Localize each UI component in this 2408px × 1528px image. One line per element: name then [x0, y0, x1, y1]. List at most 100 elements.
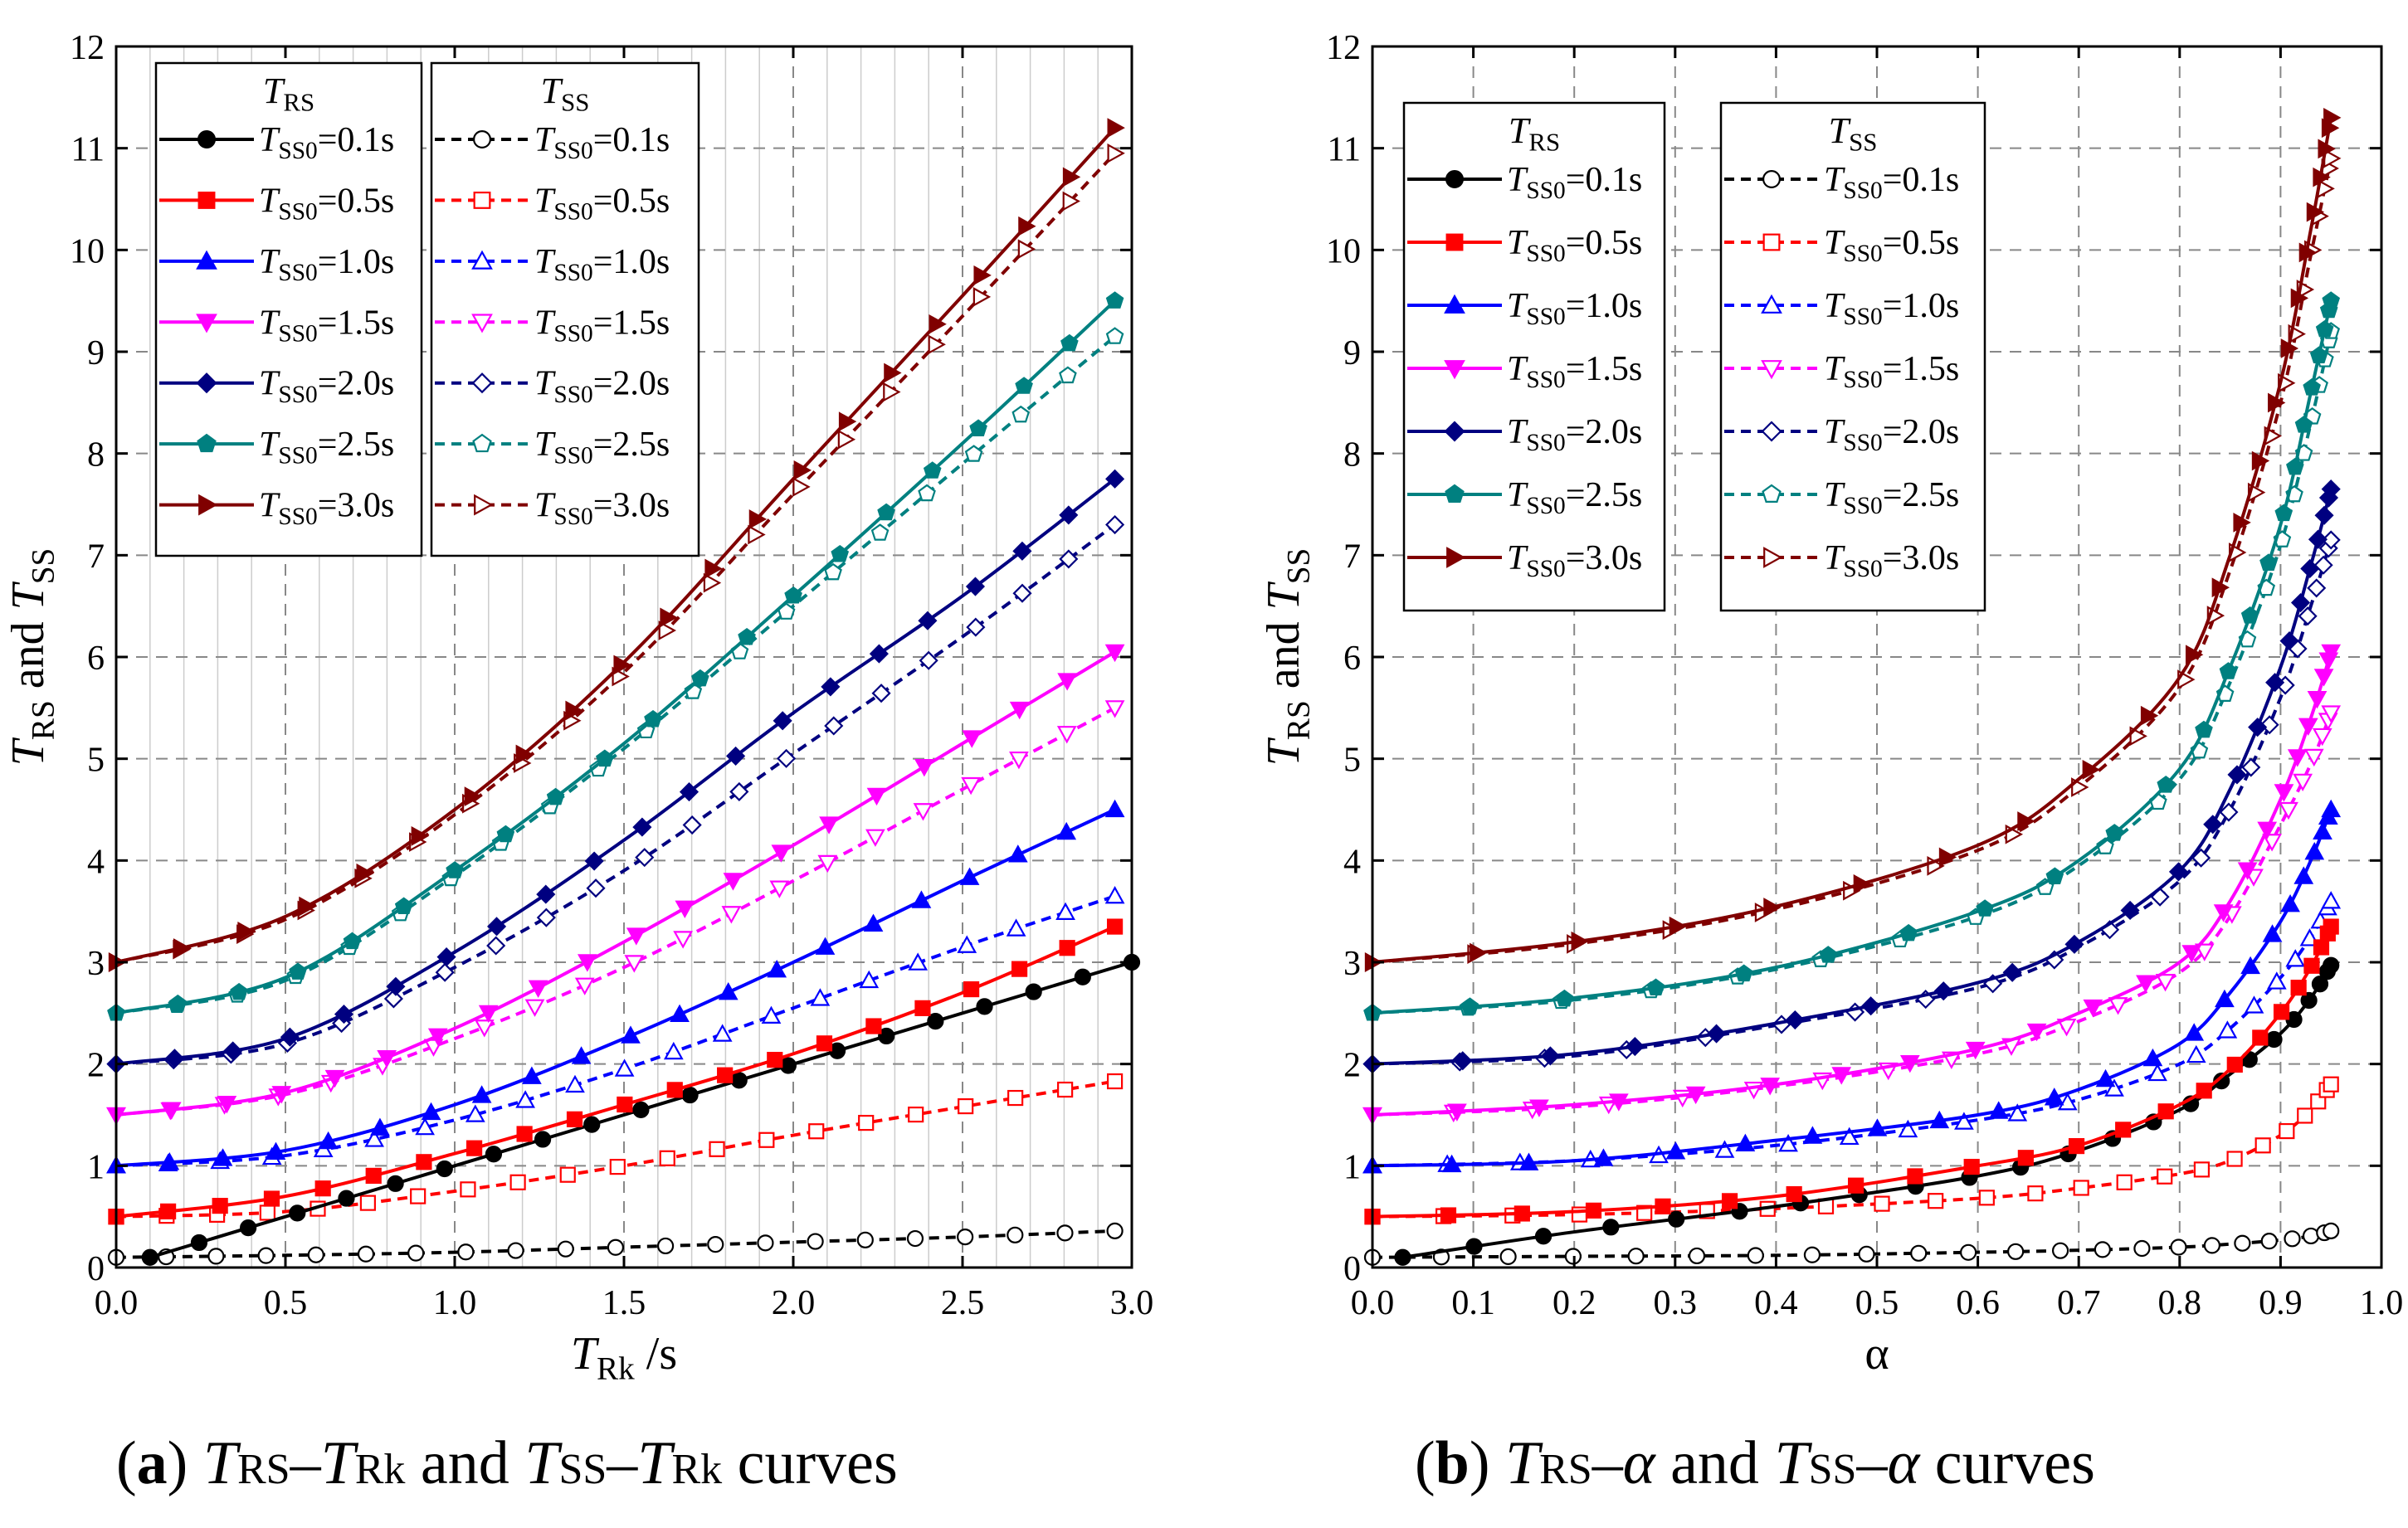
x-tick-label: 1.0 — [2360, 1284, 2404, 1322]
data-point — [656, 1237, 675, 1255]
data-point — [767, 1052, 783, 1068]
data-point — [2306, 202, 2325, 222]
data-point — [574, 977, 595, 995]
data-point — [2094, 1241, 2111, 1258]
series-line — [115, 335, 1116, 1015]
data-point — [359, 1195, 376, 1211]
data-point — [2184, 1023, 2205, 1041]
data-point — [2211, 577, 2230, 598]
data-point — [257, 1247, 275, 1264]
legend-title: TRS — [263, 71, 314, 117]
data-point — [673, 931, 694, 949]
data-point — [707, 1236, 724, 1253]
series-line — [115, 299, 1116, 1015]
data-point — [2315, 319, 2334, 338]
data-point — [2274, 784, 2294, 802]
x-tick-label: 0.9 — [2259, 1284, 2303, 1322]
data-point — [1062, 167, 1081, 187]
data-point — [2312, 728, 2332, 747]
x-tick-label: 0.5 — [1855, 1284, 1899, 1322]
data-point — [2290, 980, 2307, 996]
data-point — [644, 709, 662, 728]
data-point — [878, 1027, 895, 1045]
data-point — [666, 1082, 683, 1098]
series-line — [115, 152, 1117, 964]
y-tick-label: 5 — [87, 742, 105, 780]
x-tick-label: 1.5 — [602, 1284, 646, 1322]
data-point — [1106, 1073, 1124, 1090]
legend-label: TSS0=0.1s — [1507, 161, 1642, 204]
data-point — [717, 1067, 734, 1083]
data-point — [923, 461, 942, 479]
series-rs-6 — [1364, 107, 2342, 972]
data-point — [2280, 894, 2300, 912]
data-point — [1105, 514, 1125, 535]
data-point — [141, 1248, 158, 1266]
data-point — [617, 1096, 633, 1113]
legend-label: TSS0=0.1s — [534, 121, 670, 164]
legend-item: TSS0=0.1s — [159, 121, 394, 164]
data-point — [793, 460, 812, 480]
data-point — [2057, 1092, 2078, 1111]
data-point — [466, 1140, 483, 1156]
data-point — [1006, 918, 1026, 937]
y-tick-label: 2 — [87, 1047, 105, 1085]
legend-item: TSS0=2.0s — [1407, 413, 1642, 456]
data-point — [635, 848, 655, 868]
data-point — [704, 558, 723, 579]
data-point — [1585, 1202, 1602, 1219]
data-point — [718, 982, 738, 1000]
data-point — [1625, 1036, 1645, 1057]
series-line — [115, 126, 1117, 964]
legend-item: TSS0=1.5s — [1407, 350, 1642, 393]
data-point — [919, 650, 938, 670]
data-point — [460, 1181, 476, 1198]
data-point — [1858, 1245, 1875, 1263]
data-point — [2321, 479, 2341, 499]
data-point — [914, 759, 934, 777]
legend-item: TSS0=2.5s — [1407, 476, 1642, 519]
data-point — [160, 1203, 177, 1219]
legend-marker — [1445, 233, 1464, 251]
data-point — [324, 1069, 345, 1088]
series-rs-3 — [1362, 644, 2342, 1126]
data-point — [2226, 1056, 2243, 1073]
data-point — [1009, 701, 1030, 720]
data-point — [566, 1111, 583, 1127]
data-point — [1015, 377, 1033, 394]
data-point — [478, 1005, 499, 1024]
data-point — [1571, 931, 1589, 951]
data-point — [2307, 578, 2327, 598]
data-point — [1602, 1219, 1620, 1236]
data-point — [524, 999, 545, 1017]
legend-item: TSS0=2.0s — [1724, 413, 1959, 456]
y-tick-label: 6 — [1343, 640, 1361, 678]
caption-b-label: b — [1435, 1429, 1470, 1497]
legend-marker — [1762, 233, 1781, 251]
data-point — [2290, 288, 2309, 309]
data-point — [670, 1004, 690, 1022]
legend-item: TSS0=0.5s — [159, 182, 394, 226]
data-point — [691, 669, 709, 687]
data-point — [1928, 1193, 1944, 1209]
data-point — [2194, 943, 2215, 961]
data-point — [2244, 995, 2264, 1014]
legend-item: TSS0=0.5s — [1407, 224, 1642, 267]
data-point — [534, 1131, 552, 1148]
data-point — [2116, 1174, 2133, 1190]
data-point — [769, 880, 790, 898]
data-point — [266, 1141, 286, 1160]
data-point — [2322, 291, 2341, 309]
data-point — [2217, 1020, 2238, 1039]
data-point — [1465, 1238, 1483, 1255]
y-axis-label: TRS and TSS — [1258, 548, 1316, 766]
data-point — [457, 1243, 475, 1261]
data-point — [159, 1151, 180, 1170]
legend-label: TSS0=0.1s — [259, 121, 394, 164]
legend-label: TSS0=1.0s — [1824, 287, 1959, 330]
data-point — [1960, 1243, 1977, 1261]
data-point — [2280, 338, 2299, 358]
data-point — [583, 1116, 601, 1133]
data-point — [2318, 139, 2336, 159]
data-point — [2307, 691, 2328, 709]
